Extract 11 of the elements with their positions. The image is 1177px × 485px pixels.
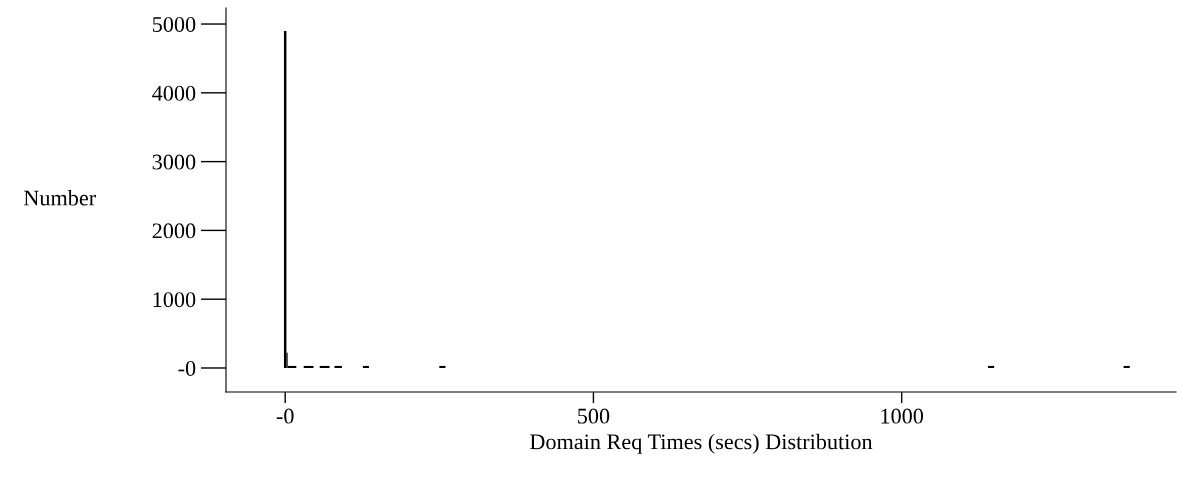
x-tick-label: 1000: [881, 408, 924, 424]
x-tick-label: 500: [578, 408, 610, 424]
x-tick-label: -0: [276, 408, 294, 424]
y-tick-label: 1000: [153, 292, 196, 308]
y-axis-title: Number: [23, 189, 96, 206]
y-tick-label: 2000: [152, 223, 196, 239]
x-axis-title: Domain Req Times (secs) Distribution: [530, 433, 873, 454]
y-tick-label: -0: [178, 360, 196, 376]
y-tick-label: 3000: [152, 154, 196, 170]
y-tick-label: 4000: [152, 85, 196, 101]
y-tick-label: 5000: [152, 16, 196, 32]
